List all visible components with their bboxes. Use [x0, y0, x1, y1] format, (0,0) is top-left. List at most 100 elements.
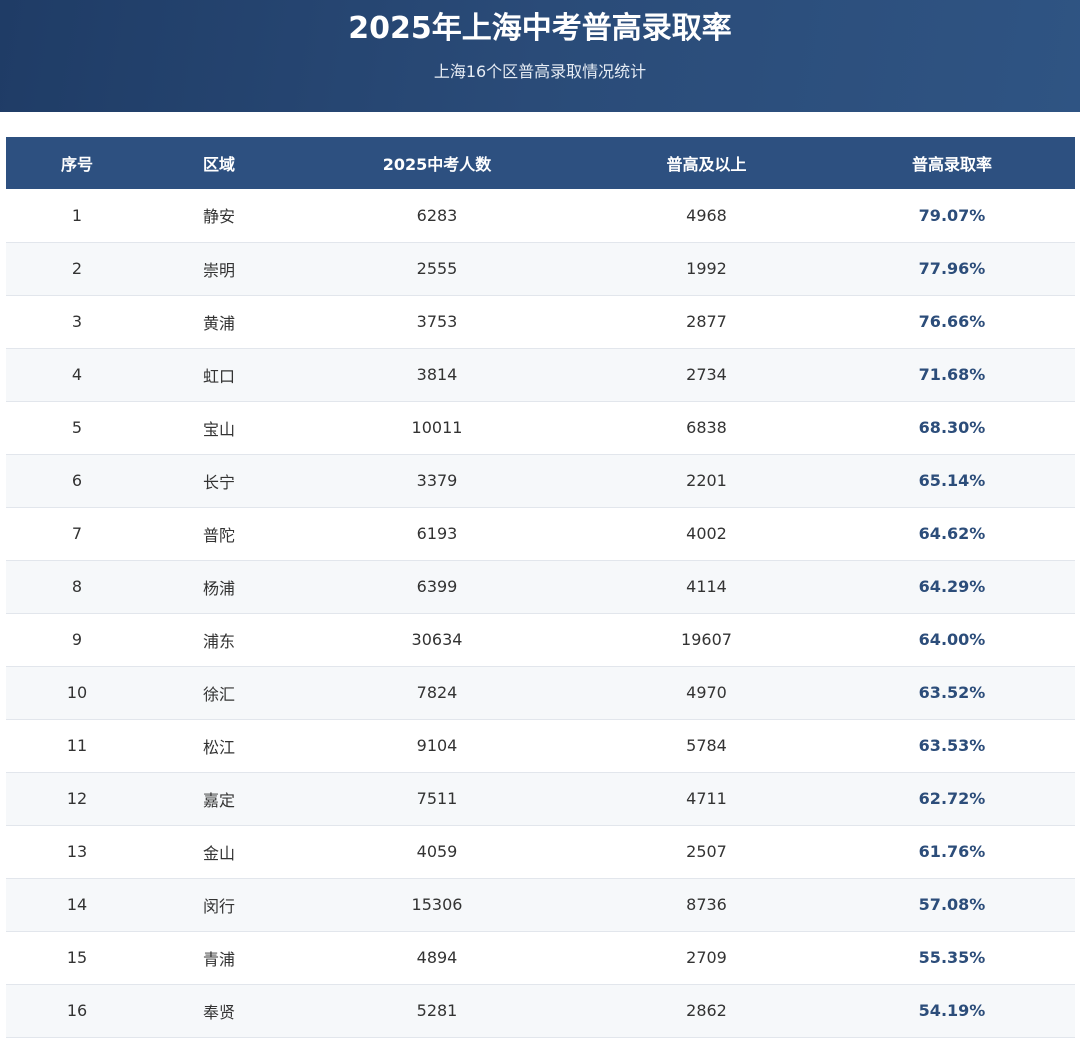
row-admitted: 19607 [681, 630, 732, 649]
row-district: 静安 [202, 207, 235, 227]
row-admitted: 5784 [686, 736, 727, 755]
table-row: 16 奉贤 5281 2862 54.19% [6, 984, 1075, 1037]
row-exam-takers: 7824 [416, 683, 458, 702]
table-row: 3 黄浦 3753 2877 76.66% [6, 295, 1075, 348]
table-row: 13 金山 4059 2507 61.76% [6, 825, 1075, 878]
row-index: 12 [66, 789, 88, 808]
page-subtitle: 上海16个区普高录取情况统计 [433, 62, 647, 81]
row-index: 5 [71, 418, 83, 437]
table-row: 2 崇明 2555 1992 77.96% [6, 242, 1075, 295]
column-header-district: 区域 [202, 155, 235, 174]
row-exam-takers: 5281 [416, 1001, 458, 1020]
row-admission-rate: 64.00% [918, 630, 986, 649]
row-admission-rate: 71.68% [918, 365, 986, 384]
admission-rate-table: 序号 区域 2025中考人数 普高及以上 普高录取率 1 静安 6 2 8 3 4968 79… [6, 137, 1075, 1038]
row-district: 浦东 [202, 631, 235, 651]
table-row: 9 浦东 30634 19607 64.00% [6, 613, 1075, 666]
row-index: 7 [71, 524, 83, 543]
row-exam-takers: 6399 [416, 577, 458, 596]
row-admission-rate: 54.19% [918, 1001, 986, 1020]
row-exam-takers: 6193 [416, 524, 458, 543]
row-admission-rate: 55.35% [918, 948, 986, 967]
table-row: 5 宝山 10011 6838 68.30% [6, 401, 1075, 454]
row-admission-rate: 65.14% [918, 471, 986, 490]
row-index: 10 [66, 683, 88, 702]
table-row: 4 虹口 3814 2734 71.68% [6, 348, 1075, 401]
row-exam-takers: 3814 [416, 365, 458, 384]
row-district: 奉贤 [202, 1002, 235, 1022]
row-admitted: 2201 [686, 471, 727, 490]
row-index: 16 [66, 1001, 88, 1020]
row-admitted: 4002 [686, 524, 727, 543]
column-header-admitted: 普高及以上 [666, 155, 747, 174]
row-district: 黄浦 [202, 313, 235, 333]
row-district: 虹口 [202, 366, 235, 386]
row-index: 15 [66, 948, 88, 967]
table-row: 15 青浦 4894 2709 55.35% [6, 931, 1075, 984]
row-exam-takers: 7511 [416, 789, 458, 808]
row-district: 徐汇 [202, 684, 235, 704]
table-row: 8 杨浦 6399 4114 64.29% [6, 560, 1075, 613]
column-header-index: 序号 [60, 155, 93, 174]
row-index: 13 [66, 842, 88, 861]
row-district: 普陀 [202, 525, 235, 545]
row-district: 松江 [202, 737, 235, 757]
row-index: 4 [71, 365, 83, 384]
row-exam-takers: 3753 [416, 312, 458, 331]
row-admission-rate: 68.30% [918, 418, 986, 437]
row-index: 14 [66, 895, 88, 914]
column-header-admission-rate: 普高录取率 [911, 155, 992, 174]
table-row: 10 徐汇 7824 4970 63.52% [6, 666, 1075, 719]
row-admission-rate: 64.29% [918, 577, 986, 596]
row-admission-rate: 79.07% [918, 205, 986, 225]
row-admission-rate: 62.72% [918, 789, 986, 808]
admission-table-container: 序号 区域 2025中考人数 普高及以上 普高录取率 1 静安 6 2 8 3 4968 79… [6, 137, 1075, 1038]
row-exam-takers: 3379 [416, 471, 458, 490]
row-district: 长宁 [202, 472, 235, 492]
row-admitted: 4114 [686, 577, 727, 596]
row-admitted: 2507 [686, 842, 727, 861]
row-admitted: 8736 [686, 895, 727, 914]
row-admitted: 4968 [686, 205, 727, 225]
row-exam-takers: 4894 [416, 948, 458, 967]
row-index: 1 [71, 205, 83, 225]
row-district: 嘉定 [202, 790, 235, 810]
table-row: 12 嘉定 7511 4711 62.72% [6, 772, 1075, 825]
row-admission-rate: 63.52% [918, 683, 986, 702]
row-admission-rate: 64.62% [918, 524, 986, 543]
table-row: 11 松江 9104 5784 63.53% [6, 719, 1075, 772]
row-admission-rate: 57.08% [918, 895, 986, 914]
column-header-exam-takers: 2025中考人数 [382, 155, 492, 174]
row-exam-takers: 2555 [416, 259, 458, 278]
row-exam-takers: 15306 [411, 895, 463, 914]
row-index: 6 [71, 471, 83, 490]
table-row: 14 闵行 15306 8736 57.08% [6, 878, 1075, 931]
row-district: 金山 [202, 843, 235, 863]
row-admitted: 2709 [686, 948, 727, 967]
page-title: 2025年上海中考普高录取率 [348, 11, 732, 46]
table-row: 7 普陀 6193 4002 64.62% [6, 507, 1075, 560]
row-index: 11 [66, 736, 88, 755]
row-district: 宝山 [202, 419, 235, 439]
row-index: 2 [71, 259, 83, 278]
table-row: 6 长宁 3379 2201 65.14% [6, 454, 1075, 507]
row-index: 8 [71, 577, 83, 596]
row-admission-rate: 77.96% [918, 259, 986, 278]
row-admitted: 2734 [686, 365, 727, 384]
row-exam-takers: 30634 [411, 630, 463, 649]
row-admitted: 4711 [686, 789, 727, 808]
row-admitted: 4970 [686, 683, 727, 702]
row-admitted: 2862 [686, 1001, 727, 1020]
row-admitted: 2877 [686, 312, 727, 331]
row-district: 杨浦 [202, 578, 235, 598]
row-admission-rate: 63.53% [918, 736, 986, 755]
row-district: 崇明 [202, 260, 235, 280]
table-body: 1 静安 6283 4968 79.07% 2 崇明 2555 1992 77.96% 3 黄浦 375… [6, 189, 1075, 1037]
row-district: 青浦 [202, 949, 235, 969]
row-index: 3 [71, 312, 83, 331]
row-district: 闵行 [202, 896, 235, 916]
row-admission-rate: 61.76% [918, 842, 986, 861]
page-header: 2025年上海中考普高录取率 上海16个区普高录取情况统计 [0, 0, 1080, 112]
row-exam-takers: 10011 [411, 418, 463, 437]
row-exam-takers: 4059 [416, 842, 458, 861]
